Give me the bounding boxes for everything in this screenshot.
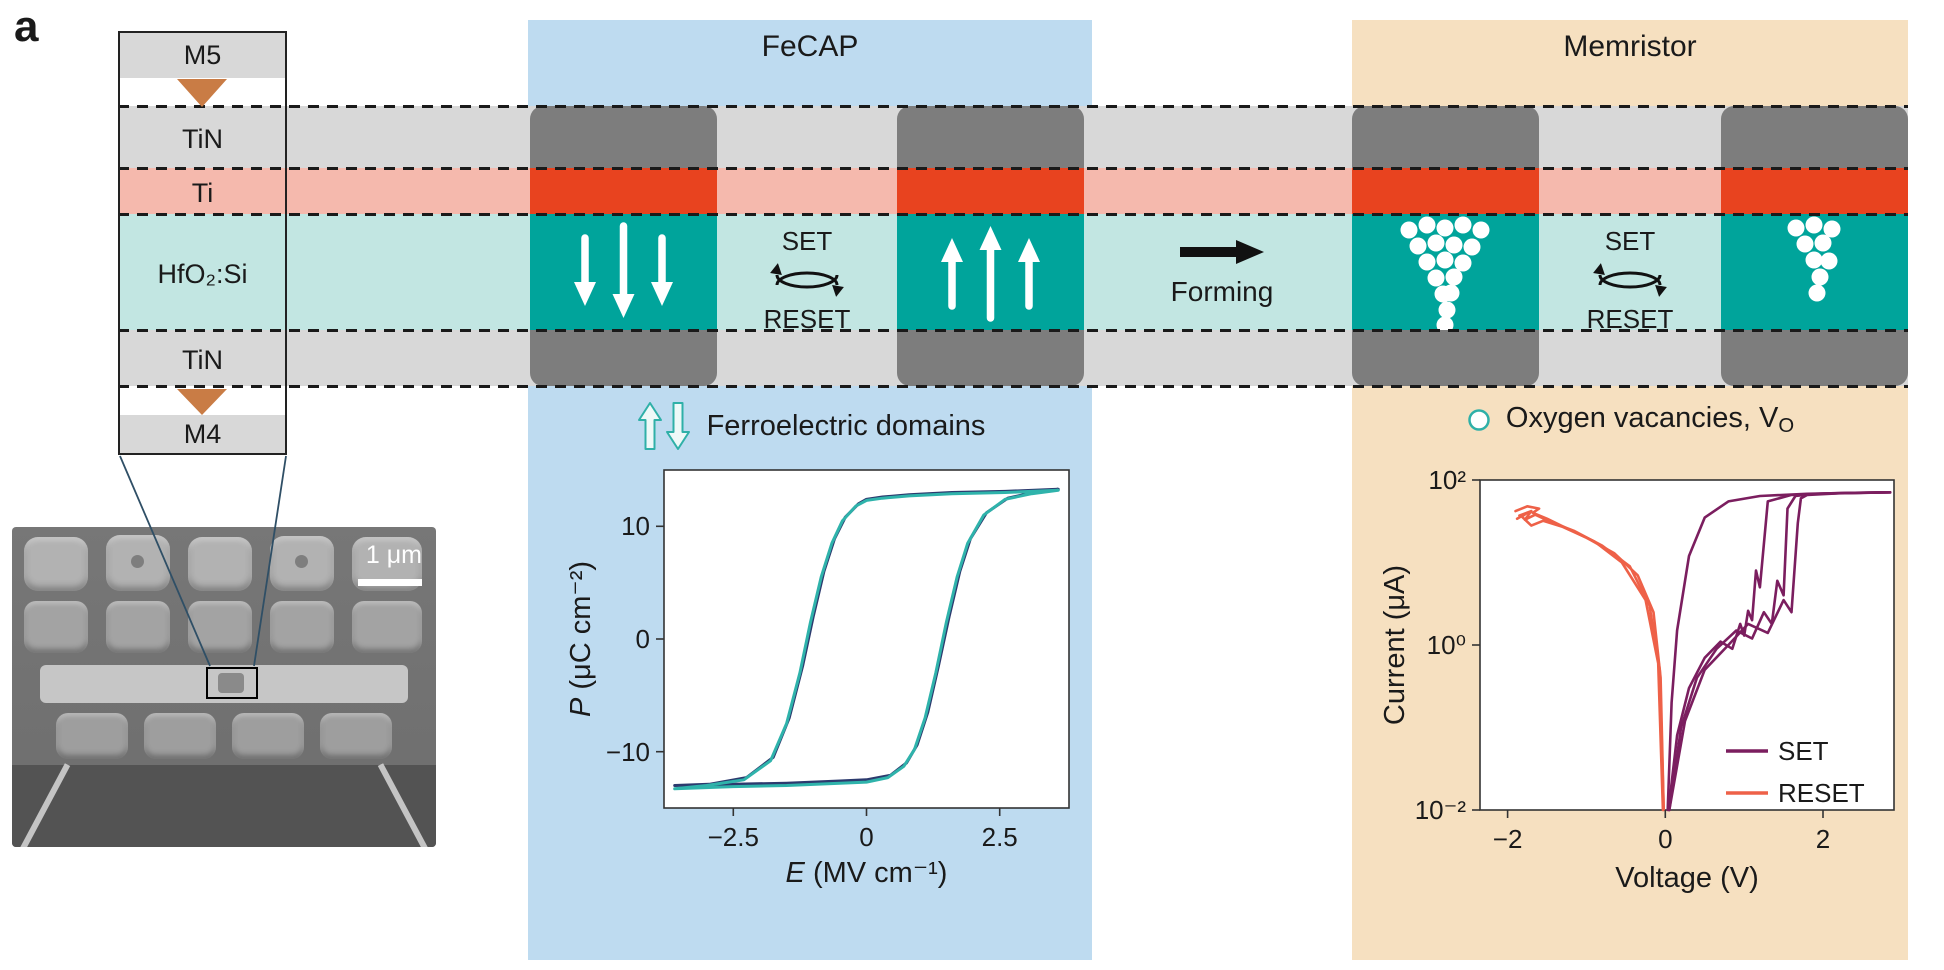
iv-ytick: 10² <box>1428 465 1466 495</box>
zoom-target-box <box>206 667 258 699</box>
top-electrode <box>897 106 1084 168</box>
iv-legend: SET RESET <box>1726 736 1865 808</box>
pe-ytick: 0 <box>636 624 650 654</box>
pe-xtick: 2.5 <box>982 822 1018 852</box>
sem-scale-bar <box>358 579 422 586</box>
via-icon <box>177 389 227 415</box>
device-memristor-formed <box>1352 106 1539 386</box>
device-fecap-down <box>530 106 717 386</box>
pe-ytick: 10 <box>621 511 650 541</box>
iv-ytick: 10⁻² <box>1415 795 1467 825</box>
oxygen-vacancy-filament-icon <box>1400 216 1490 330</box>
series-SET cycle 2 <box>1667 490 1892 812</box>
sem-image: 1 μm <box>12 527 436 847</box>
ferroelectric-domains-label: Ferroelectric domains <box>706 409 986 442</box>
fecap-set-label: SET <box>781 226 833 256</box>
layer-boundary <box>118 166 1908 170</box>
polarization-up-arrows-icon <box>941 226 1040 322</box>
ti-layer <box>1352 168 1539 214</box>
iv-ytick: 10⁰ <box>1427 630 1466 660</box>
legend-reset-label: RESET <box>1778 778 1865 808</box>
cycle-arrows-icon <box>770 263 844 297</box>
series-RESET cycle 3 <box>1514 504 1665 812</box>
pe-plot: 10 0 −10 −2.5 0 2.5 P (μC cm⁻²) E (MV cm… <box>565 469 1070 889</box>
stack-layer-ti-label: Ti <box>191 177 214 208</box>
cycle-arrows-icon <box>1593 263 1667 297</box>
layer-boundary <box>118 104 1908 108</box>
sem-trench <box>12 765 436 847</box>
stack-layer-tin-bottom-label: TiN <box>182 344 223 375</box>
legend-set-label: SET <box>1778 736 1829 766</box>
bottom-electrode <box>530 330 717 386</box>
iv-xtick: 2 <box>1816 824 1830 854</box>
ferroelectric-domains-legend: Ferroelectric domains <box>528 400 1092 452</box>
panel-label: a <box>14 2 39 51</box>
iv-xlabel: Voltage (V) <box>1615 862 1758 894</box>
pe-xtick: −2.5 <box>708 822 759 852</box>
ti-layer <box>897 168 1084 214</box>
memristor-set-reset-cycle: SET RESET <box>1539 226 1721 334</box>
layer-boundary <box>118 212 1908 216</box>
forming-step: Forming <box>1092 238 1352 308</box>
iv-xtick: −2 <box>1493 824 1523 854</box>
stack-layer-tin-top-label: TiN <box>182 123 223 154</box>
fecap-title: FeCAP <box>761 30 859 63</box>
iv-plot: 10² 10⁰ 10⁻² −2 0 2 Current (μA) Voltage… <box>1379 465 1895 894</box>
memristor-reset-label: RESET <box>1586 304 1674 334</box>
stack-layer-m4: M4 <box>120 415 285 453</box>
oxygen-vacancy-partial-filament-icon <box>1787 216 1841 302</box>
oxygen-vacancies-label: Oxygen vacancies, VO <box>1505 402 1795 438</box>
top-electrode <box>1721 106 1908 168</box>
forming-label: Forming <box>1170 276 1274 307</box>
device-memristor-reset <box>1721 106 1908 386</box>
stack-layer-hfo2-label: HfO₂:Si <box>157 258 248 289</box>
top-electrode <box>530 106 717 168</box>
series-P–E loop cycle 2 <box>673 488 1060 791</box>
via-icon <box>177 79 227 107</box>
stack-layer-m5: M5 <box>120 33 285 78</box>
pe-ylabel: P (μC cm⁻²) <box>565 561 597 717</box>
series-SET cycle 4 <box>1667 490 1892 812</box>
up-down-domain-arrows-icon <box>637 402 690 450</box>
bottom-electrode <box>1352 330 1539 386</box>
sem-scale-label: 1 μm <box>365 541 422 569</box>
layer-boundary <box>118 384 1908 388</box>
memristor-title: Memristor <box>1563 30 1697 63</box>
vacancy-subscript: O <box>1778 415 1795 438</box>
oxygen-vacancies-legend: Oxygen vacancies, VO <box>1352 402 1908 438</box>
top-electrode <box>1352 106 1539 168</box>
bottom-electrode <box>1721 330 1908 386</box>
iv-ylabel: Current (μA) <box>1379 565 1411 725</box>
ti-layer <box>1721 168 1908 214</box>
bottom-electrode <box>897 330 1084 386</box>
layer-boundary <box>118 328 1908 332</box>
bitcell-stack: M5 TiN Ti HfO₂:Si TiN M4 <box>118 31 287 455</box>
polarization-down-arrows-icon <box>574 222 673 318</box>
device-fecap-up <box>897 106 1084 386</box>
pe-xlabel: E (MV cm⁻¹) <box>786 857 948 889</box>
pe-xtick: 0 <box>859 822 873 852</box>
fecap-set-reset-cycle: SET RESET <box>717 226 897 334</box>
pe-ytick: −10 <box>606 737 650 767</box>
oxygen-vacancy-icon <box>1468 409 1490 431</box>
ti-layer <box>530 168 717 214</box>
iv-xtick: 0 <box>1658 824 1672 854</box>
memristor-set-label: SET <box>1604 226 1656 256</box>
forming-arrow-icon <box>1180 240 1264 264</box>
fecap-reset-label: RESET <box>763 304 851 334</box>
